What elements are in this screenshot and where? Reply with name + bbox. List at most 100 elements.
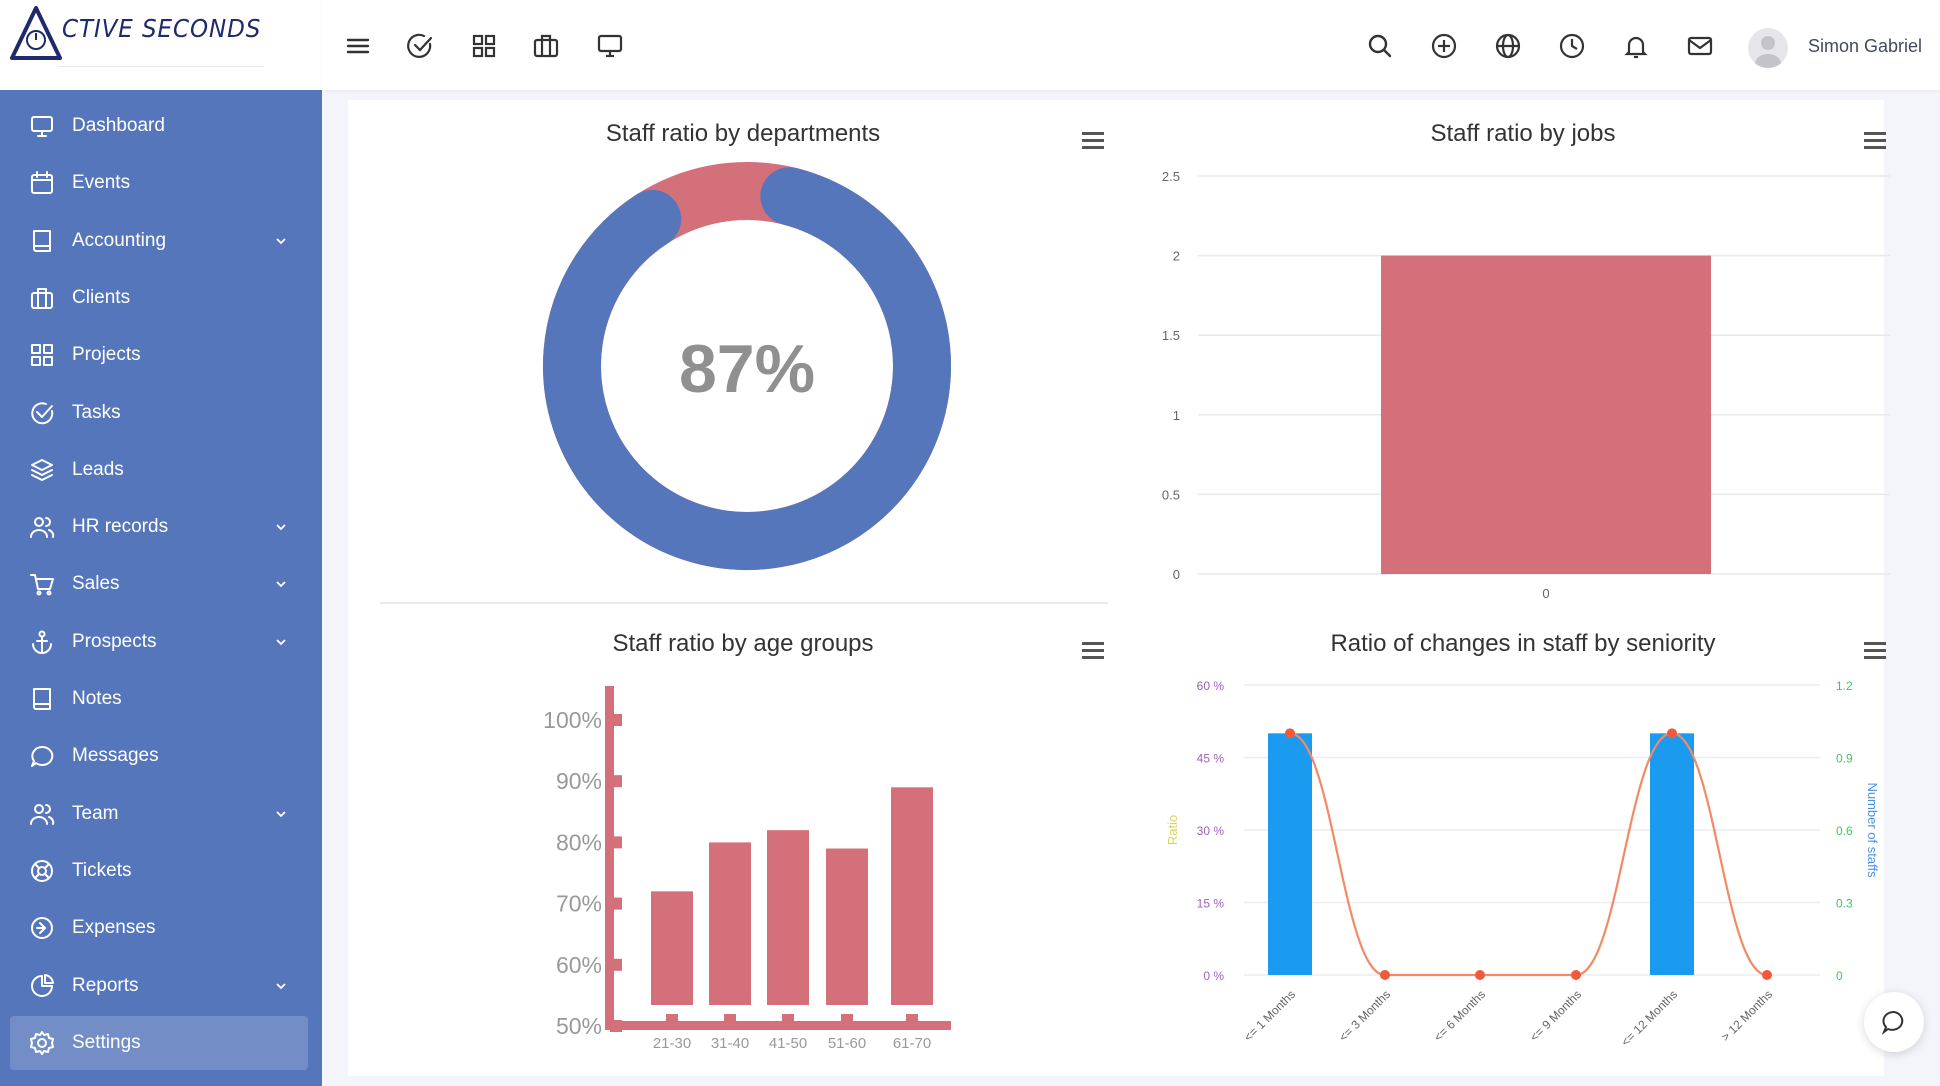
add-circle-icon[interactable] [1428, 30, 1460, 62]
sidebar-item-label: Events [72, 172, 131, 194]
briefcase-icon [31, 287, 53, 309]
seniority-y2-tick-label: 0.3 [1836, 897, 1853, 911]
hamburger-menu-icon[interactable] [342, 30, 374, 62]
user-name[interactable]: Simon Gabriel [1808, 36, 1923, 56]
sidebar-item-expenses[interactable]: Expenses [10, 901, 308, 955]
jobs-chart-menu-icon[interactable] [1864, 132, 1888, 154]
gear-icon [30, 1030, 54, 1055]
chat-button[interactable] [1864, 992, 1924, 1052]
sidebar-item-label: Messages [72, 745, 159, 767]
sidebar-item-label: HR records [72, 516, 169, 538]
chevron-down-icon[interactable] [274, 522, 288, 532]
age-y-tick [610, 775, 622, 788]
seniority-x-tick-label: <= 12 Months [1618, 987, 1680, 1049]
sidebar-item-label: Leads [72, 458, 124, 480]
sidebar-item-label: Clients [72, 286, 131, 308]
age-x-tick-label: 51-60 [828, 1035, 866, 1052]
sidebar-item-hr-records[interactable]: HR records [10, 500, 308, 554]
age-chart-menu-icon[interactable] [1082, 642, 1106, 664]
age-y-tick-label: 90% [556, 768, 602, 794]
jobs-y-tick-label: 1.5 [1162, 328, 1180, 343]
jobs-y-tick-label: 1 [1173, 408, 1180, 423]
seniority-line-point [1667, 728, 1677, 739]
logo[interactable]: CTIVE SECONDS [0, 0, 322, 90]
sidebar-item-accounting[interactable]: Accounting [10, 214, 308, 268]
sidebar-item-reports[interactable]: Reports [10, 959, 308, 1013]
arrow-circle-icon [31, 917, 53, 940]
age-y-tick-label: 80% [556, 829, 602, 855]
seniority-x-tick-label: <= 6 Months [1431, 987, 1488, 1044]
jobs-y-tick-label: 0.5 [1162, 487, 1180, 502]
pie-icon [31, 973, 54, 997]
topbar: Simon Gabriel [322, 0, 1940, 90]
seniority-chart-menu-icon[interactable] [1864, 642, 1888, 664]
seniority-y2-axis-label: Number of staffs [1865, 782, 1880, 878]
chevron-down-icon[interactable] [274, 236, 288, 246]
seniority-y-tick-label: 15 % [1197, 897, 1225, 911]
seniority-bar [1650, 733, 1694, 975]
sidebar-item-messages[interactable]: Messages [10, 729, 308, 783]
chevron-down-icon[interactable] [274, 579, 288, 589]
lifebuoy-icon [31, 859, 53, 882]
logo-divider [58, 66, 264, 67]
tasks-check-icon[interactable] [404, 30, 436, 62]
age-x-tick [782, 1014, 794, 1024]
avatar[interactable] [1748, 28, 1788, 68]
age-y-tick-label: 70% [556, 891, 602, 917]
seniority-line-point [1571, 970, 1581, 980]
sidebar-item-label: Tickets [72, 859, 132, 881]
projects-grid-icon[interactable] [468, 30, 500, 62]
sidebar-item-dashboard[interactable]: Dashboard [10, 99, 308, 153]
jobs-chart-title: Staff ratio by jobs [1430, 120, 1616, 147]
age-y-tick-label: 50% [556, 1013, 602, 1039]
chevron-down-icon[interactable] [274, 981, 288, 991]
chevron-down-icon[interactable] [274, 637, 288, 647]
age-x-tick [841, 1014, 853, 1024]
seniority-line-point [1285, 728, 1295, 739]
sidebar-item-label: Sales [72, 573, 120, 595]
sidebar-item-tasks[interactable]: Tasks [10, 386, 308, 440]
jobs-bar [1381, 255, 1711, 574]
seniority-y-axis-label: Ratio [1165, 815, 1180, 845]
seniority-line-point [1380, 970, 1390, 980]
sidebar-item-prospects[interactable]: Prospects [10, 615, 308, 669]
sidebar-item-leads[interactable]: Leads [10, 443, 308, 497]
sidebar-item-clients[interactable]: Clients [10, 271, 308, 325]
users-icon [30, 517, 55, 539]
age-y-tick-label: 60% [556, 952, 602, 978]
chevron-down-icon[interactable] [274, 809, 288, 819]
mail-icon[interactable] [1684, 30, 1716, 62]
sidebar-item-projects[interactable]: Projects [10, 328, 308, 382]
donut-center-value: 87% [679, 331, 815, 407]
seniority-x-tick-label: <= 9 Months [1527, 987, 1584, 1044]
team-icon [30, 803, 55, 825]
search-icon[interactable] [1364, 30, 1396, 62]
clock-icon[interactable] [1556, 30, 1588, 62]
sidebar-item-label: Reports [72, 974, 139, 996]
seniority-y2-tick-label: 1.2 [1836, 679, 1853, 693]
globe-icon[interactable] [1492, 30, 1524, 62]
chat-bubble-icon [1881, 1011, 1904, 1035]
jobs-x-tick-label: 0 [1542, 586, 1549, 601]
monitor-icon[interactable] [594, 30, 626, 62]
age-y-tick [610, 958, 622, 971]
clients-briefcase-icon[interactable] [530, 30, 562, 62]
sidebar-item-team[interactable]: Team [10, 787, 308, 841]
sidebar-item-notes[interactable]: Notes [10, 672, 308, 726]
age-bar [767, 830, 809, 1005]
chat-icon [31, 746, 54, 768]
seniority-x-tick-label: > 12 Months [1718, 987, 1775, 1044]
layers-icon [31, 458, 53, 481]
check-circle-icon [31, 401, 54, 424]
sidebar-item-tickets[interactable]: Tickets [10, 844, 308, 898]
sidebar-item-events[interactable]: Events [10, 156, 308, 210]
sidebar-item-label: Team [72, 802, 119, 824]
logo-text: CTIVE SECONDS [62, 14, 262, 43]
donut-slice-primary [543, 167, 951, 570]
departments-chart-menu-icon[interactable] [1082, 132, 1106, 154]
sidebar-item-settings[interactable]: Settings [10, 1015, 308, 1070]
bell-icon[interactable] [1620, 30, 1652, 62]
sidebar-item-sales[interactable]: Sales [10, 557, 308, 611]
user-avatar-icon [1755, 36, 1781, 68]
